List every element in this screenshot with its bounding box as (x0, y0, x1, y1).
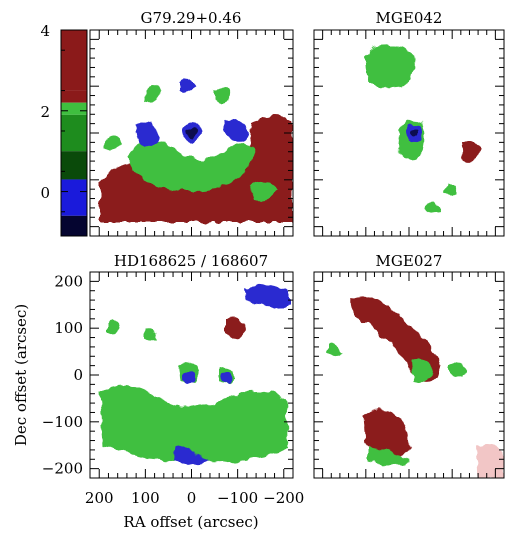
stellar-source (182, 372, 194, 384)
panel-frame-mge042 (313, 29, 505, 237)
colorbar-tick-label: 0 (40, 184, 50, 202)
y-tick-label: 200 (54, 272, 83, 290)
panel-title: G79.29+0.46 (141, 9, 242, 27)
emission-region (444, 183, 458, 197)
emission-region (476, 444, 504, 478)
colorbar-band (61, 30, 87, 91)
x-tick-labels: 200 100 0 −100 −200 (85, 489, 304, 507)
panel-mge042 (365, 44, 480, 214)
emission-region (462, 141, 480, 161)
x-tick-label: 200 (85, 489, 114, 507)
emission-region (106, 320, 120, 335)
x-axis-label: RA offset (arcsec) (123, 513, 258, 531)
emission-region (368, 446, 412, 465)
emission-region (412, 360, 434, 383)
panel-title: HD168625 / 168607 (114, 252, 268, 270)
colorbar-tick-label: 2 (40, 103, 50, 121)
panel-mge027 (328, 296, 504, 478)
emission-region (144, 329, 158, 342)
panel-frame (313, 271, 505, 479)
colorbar-band (61, 114, 87, 152)
colorbar-band (61, 151, 87, 180)
emission-region (128, 140, 256, 192)
colorbar-frame (60, 29, 88, 237)
y-tick-label: −100 (42, 413, 83, 431)
emission-region (223, 119, 250, 142)
colorbar-band (61, 179, 87, 216)
panel-title: MGE042 (376, 9, 443, 27)
emission-region (180, 79, 196, 92)
emission-region (250, 181, 278, 201)
emission-region (134, 122, 160, 147)
emission-region (144, 85, 160, 105)
emission-region (104, 136, 122, 152)
panel-hd168625 (100, 284, 290, 465)
colorbar-band (61, 215, 87, 236)
x-tick-label: 100 (131, 489, 160, 507)
emission-region (450, 363, 466, 377)
panel-title: MGE027 (376, 252, 443, 270)
emission-region (100, 115, 293, 222)
emission-region (328, 343, 344, 356)
emission-region (226, 316, 246, 338)
panel-frame-hd168625 (89, 271, 294, 479)
central-source (187, 128, 197, 138)
colorbar-band (61, 90, 87, 103)
colorbar-band (61, 102, 87, 115)
y-tick-label: −200 (42, 460, 83, 478)
y-tick-label: 100 (54, 319, 83, 337)
x-tick-label: −200 (263, 489, 304, 507)
panel-frame-g79 (89, 29, 294, 237)
panel-frame-mge027 (313, 271, 505, 479)
x-tick-label: −100 (217, 489, 258, 507)
emission-region (100, 385, 288, 463)
colorbar-tick-label: 4 (40, 22, 50, 40)
stellar-source (220, 372, 232, 384)
panel-g79 (100, 79, 293, 222)
y-tick-labels: 200 100 0 −100 −200 (42, 272, 83, 477)
x-tick-label: 0 (187, 489, 197, 507)
emission-region (365, 44, 414, 89)
colorbar (60, 29, 88, 237)
emission-region (244, 284, 290, 308)
y-tick-label: 0 (73, 366, 83, 384)
y-axis-label: Dec offset (arcsec) (12, 304, 30, 446)
emission-region (214, 88, 232, 103)
emission-region (174, 446, 210, 465)
central-source (410, 129, 418, 137)
emission-region (364, 410, 410, 457)
emission-region (426, 201, 440, 214)
